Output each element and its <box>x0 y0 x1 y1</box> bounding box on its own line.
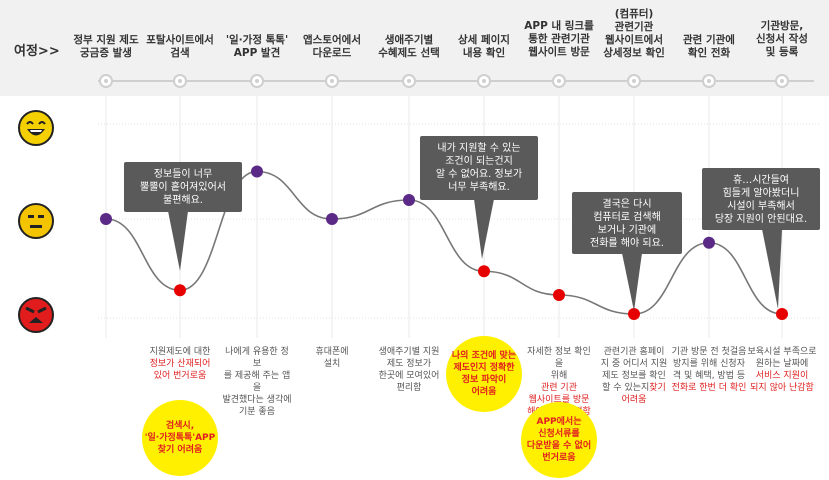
angry-face-icon <box>18 297 54 333</box>
stage-marker <box>477 74 491 88</box>
comment-bubble: 정보들이 너무 뿔뿔이 흩어져있어서 불편해요. <box>124 162 242 212</box>
stage-label: 상세 페이지 내용 확인 <box>458 34 510 59</box>
emotion-point <box>100 213 112 225</box>
emotion-point <box>174 284 186 297</box>
stage-marker <box>775 74 789 88</box>
stage-note: 관련기관 홈페이 지 중 어디서 지원 제도 정보를 확인 할 수 있는지찾기 … <box>600 347 668 405</box>
bubble-pointer <box>622 253 642 311</box>
stage-label: APP 내 링크를 통한 관련기관 웹사이트 방문 <box>524 20 594 58</box>
stage-marker <box>402 74 416 88</box>
stage-marker <box>325 74 339 88</box>
emotion-point <box>478 265 490 278</box>
stage-marker <box>552 74 566 88</box>
emotion-point <box>628 308 640 320</box>
journey-label: 여정>> <box>14 44 60 59</box>
stage-label: 정부 지원 제도 궁금증 발생 <box>73 34 139 59</box>
stage-note: 휴대폰에 설치 <box>315 347 349 369</box>
stage-label: 관련 기관에 확인 전화 <box>683 34 735 59</box>
stage-marker <box>99 74 113 88</box>
emotion-point <box>553 289 565 301</box>
stage-label: 포탈사이트에서 검색 <box>146 34 214 59</box>
comment-bubble: 결국은 다시 컴퓨터로 검색해 보거나 기관에 전화를 해야 되요. <box>572 192 682 254</box>
stage-label: (컴퓨터) 관련기관 웹사이트에서 상세정보 확인 <box>603 8 665 59</box>
emotion-point <box>703 236 715 249</box>
stage-note: 보육시설 부족으로 원하는 날짜에 서비스 지원이 되지 않아 난감함 <box>747 347 817 393</box>
stage-note: 지원제도에 대한 정보가 산재되어 있어 번거로움 <box>149 347 211 381</box>
stage-note: 생애주기별 지원 제도 정보가 한곳에 모여있어 편리함 <box>378 347 440 393</box>
stage-marker <box>250 74 264 88</box>
header-timeline <box>98 80 814 82</box>
emotion-point <box>776 308 788 320</box>
comment-bubble: 휴…시간들여 힘들게 알아봤더니 시설이 부족해서 당장 지원이 안된대요. <box>702 168 820 230</box>
pain-point-highlight: APP에서는 신청서류를 다운받을 수 없어 번거로움 <box>521 402 597 478</box>
bubble-pointer <box>168 211 188 271</box>
bubble-pointer <box>474 199 494 259</box>
stage-label: 기관방문, 신청서 작성 및 등록 <box>756 20 808 58</box>
stage-marker <box>627 74 641 88</box>
chart-grid <box>98 96 820 338</box>
stage-note: 기관 방문 전 첫걸음 방지를 위해 신청자 격 및 혜택, 방법 등 전화로 한… <box>671 347 747 393</box>
comment-bubble: 내가 지원할 수 있는 조건이 되는건지 알 수 없어요. 정보가 너무 부족해… <box>420 136 538 200</box>
stage-label: '일·가정 톡톡' APP 발견 <box>225 34 289 59</box>
emotion-curve <box>105 170 783 315</box>
pain-point-highlight: 검색시, '일·가정톡톡'APP 찾기 어려움 <box>142 400 218 476</box>
pain-point-highlight: 나의 조건에 맞는 제도인지 정확한 정보 파악이 어려움 <box>446 336 522 412</box>
stage-note: 나에게 유용한 정보 를 제공해 주는 앱을 발견했다는 생각에 기분 좋음 <box>222 347 292 417</box>
stage-marker <box>173 74 187 88</box>
emotion-point <box>251 165 263 178</box>
emotion-points <box>100 165 788 320</box>
stage-marker <box>702 74 716 88</box>
stage-label: 앱스토어에서 다운로드 <box>303 34 361 59</box>
bubble-pointer <box>762 229 782 309</box>
emotion-journey-chart <box>98 96 820 338</box>
happy-face-icon <box>18 110 54 146</box>
emotion-point <box>403 194 415 206</box>
stage-label: 생애주기별 수혜제도 선택 <box>378 34 440 59</box>
neutral-face-icon <box>18 203 54 239</box>
emotion-point <box>326 213 338 225</box>
